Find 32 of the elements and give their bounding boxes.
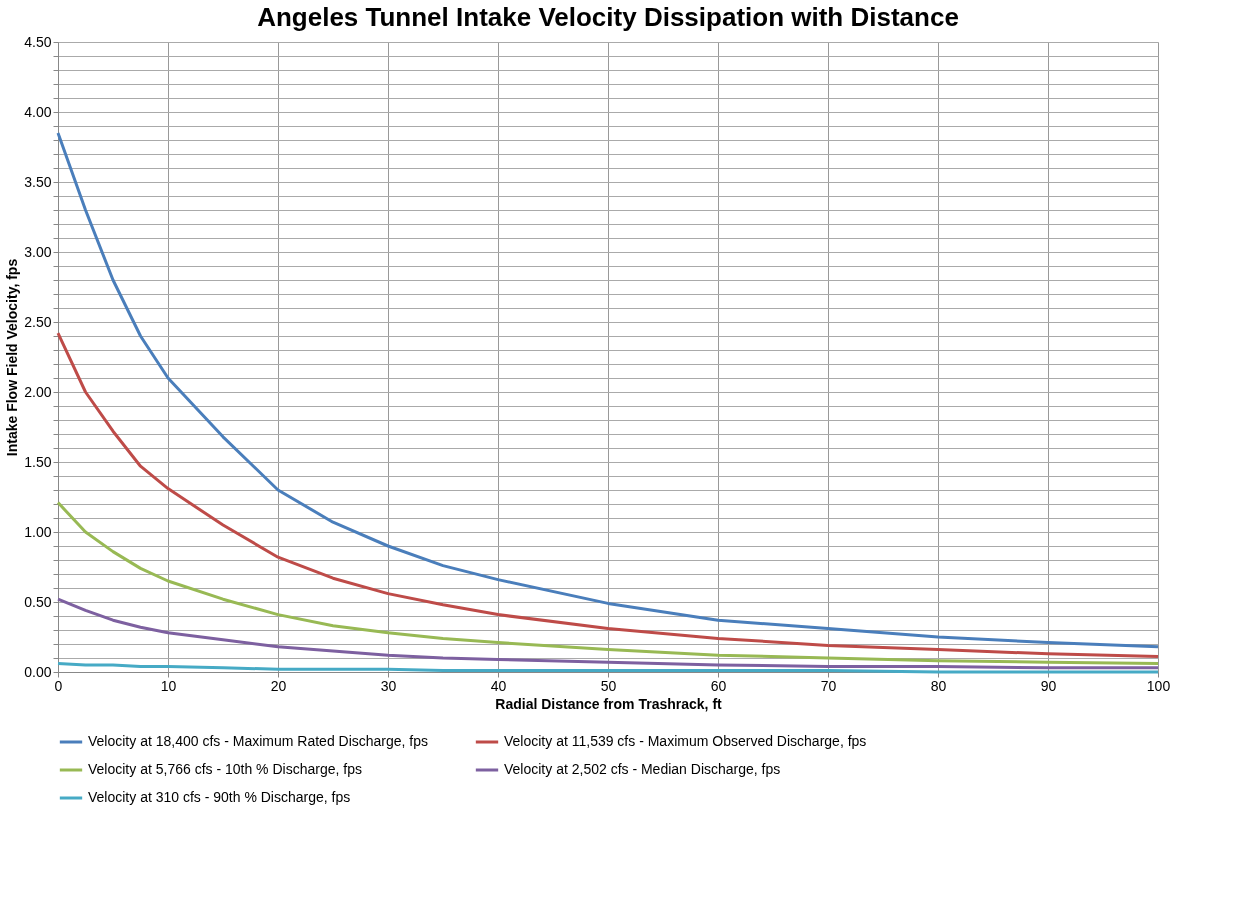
y-tick-label: 1.00 xyxy=(24,523,52,540)
legend-label: Velocity at 310 cfs - 90th % Discharge, fps xyxy=(88,789,351,805)
y-tick-label: 1.50 xyxy=(24,453,52,470)
x-axis-title: Radial Distance from Trashrack, ft xyxy=(495,695,723,712)
x-tick-label: 10 xyxy=(160,677,177,694)
x-tick-label: 100 xyxy=(1146,677,1171,694)
x-tick-label: 50 xyxy=(600,677,617,694)
x-tick-label: 20 xyxy=(270,677,287,694)
chart-title: Angeles Tunnel Intake Velocity Dissipation with Distance xyxy=(257,2,959,32)
legend-label: Velocity at 2,502 cfs - Median Discharge, fps xyxy=(504,761,781,777)
legend-label: Velocity at 5,766 cfs - 10th % Discharge, fps xyxy=(88,761,362,777)
x-tick-label: 70 xyxy=(820,677,837,694)
line-series xyxy=(56,501,1160,666)
y-tick-label: 2.50 xyxy=(24,313,52,330)
line-series xyxy=(56,331,1160,659)
y-tick-label: 0.50 xyxy=(24,593,52,610)
x-tick-label: 0 xyxy=(54,677,63,694)
y-tick-label: 3.50 xyxy=(24,173,52,190)
x-tick-label: 40 xyxy=(490,677,507,694)
x-tick-label: 80 xyxy=(930,677,947,694)
y-axis-title: Intake Flow Field Velocity, fps xyxy=(4,258,21,457)
legend-label: Velocity at 11,539 cfs - Maximum Observed Discharge, fps xyxy=(504,733,867,749)
y-tick-label: 4.50 xyxy=(24,33,52,50)
x-tick-label: 30 xyxy=(380,677,397,694)
legend-label: Velocity at 18,400 cfs - Maximum Rated Discharge, fps xyxy=(88,733,429,749)
x-tick-label: 90 xyxy=(1040,677,1057,694)
y-tick-label: 4.00 xyxy=(24,103,52,120)
y-tick-label: 2.00 xyxy=(24,383,52,400)
line-series xyxy=(56,131,1160,649)
y-tick-label: 3.00 xyxy=(24,243,52,260)
y-tick-label: 0.00 xyxy=(24,663,52,680)
x-tick-label: 60 xyxy=(710,677,727,694)
